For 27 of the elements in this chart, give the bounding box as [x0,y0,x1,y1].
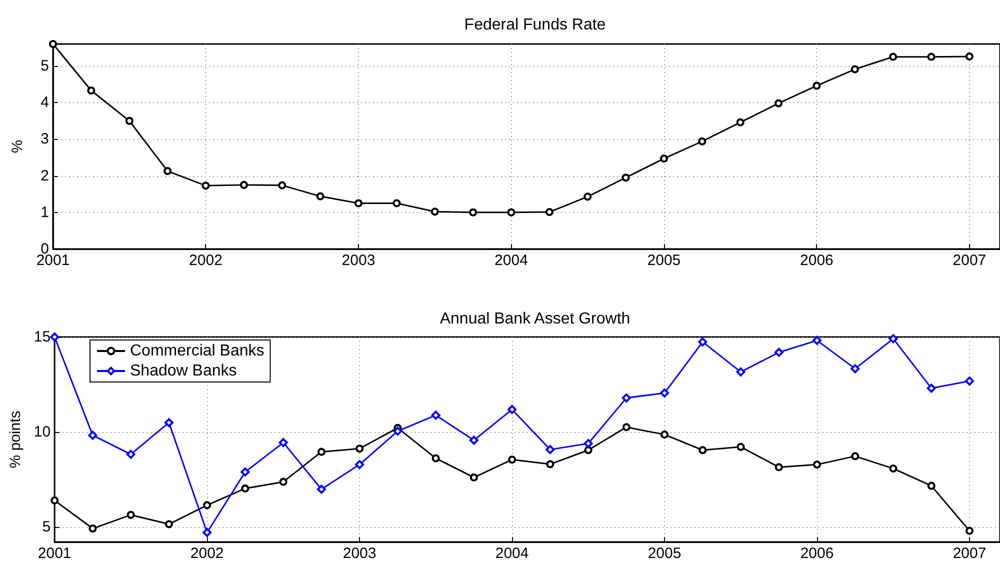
y-tick-label: 2 [40,167,49,184]
x-tick-label: 2004 [495,545,529,562]
x-tick-label: 2007 [952,545,986,562]
x-tick-label: 2002 [189,252,222,269]
chart-title: Federal Funds Rate [464,16,606,34]
legend-label: Commercial Banks [130,342,264,360]
y-tick-label: 3 [40,130,49,148]
y-tick-label: 15 [34,328,51,346]
x-tick-label: 2005 [648,545,682,562]
y-axis-title: % [9,140,26,154]
x-tick-label: 2007 [952,252,986,269]
x-tick-label: 2004 [494,252,528,269]
y-tick-label: 5 [40,57,49,74]
chart-title: Annual Bank Asset Growth [440,310,630,328]
x-tick-label: 2006 [800,252,834,269]
x-tick-label: 2001 [38,545,72,562]
y-tick-label: 4 [40,94,49,112]
x-tick-label: 2005 [647,252,681,269]
y-tick-label: 1 [40,204,49,221]
x-tick-label: 2006 [800,545,834,562]
x-tick-label: 2003 [342,545,376,562]
legend-label: Shadow Banks [130,362,237,380]
y-tick-label: 10 [34,423,51,440]
y-tick-label: 5 [42,518,51,536]
x-tick-label: 2002 [190,545,224,562]
x-tick-label: 2003 [342,252,376,269]
y-axis-title: % points [7,410,24,468]
